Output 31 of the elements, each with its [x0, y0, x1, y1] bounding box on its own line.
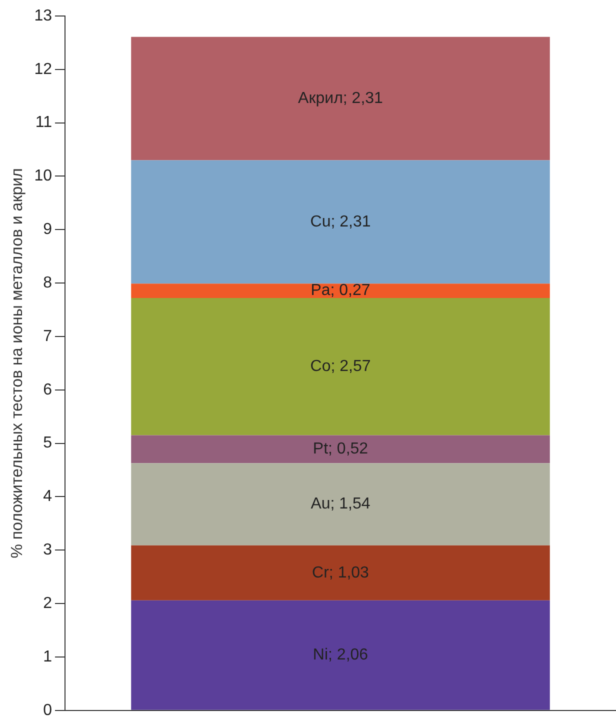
bar [131, 298, 550, 436]
data-label: Акрил; 2,31 [298, 90, 384, 107]
bar [131, 545, 550, 600]
data-label: Ni; 2,06 [312, 646, 368, 664]
data-label: Cu; 2,31 [310, 213, 371, 230]
bar [131, 284, 550, 298]
y-tick-label: 7 [43, 328, 52, 345]
bar [131, 463, 550, 546]
y-tick-label: 0 [43, 702, 52, 719]
y-tick-label: 8 [43, 274, 52, 292]
bar [131, 160, 550, 284]
bar [131, 36, 550, 160]
data-label: Pa; 0,27 [310, 282, 370, 300]
y-tick-label: 3 [43, 542, 52, 559]
data-label: Co; 2,57 [310, 358, 371, 376]
y-tick-label: 4 [43, 488, 52, 506]
data-label: Cr; 1,03 [312, 564, 370, 582]
bar [131, 435, 550, 464]
y-tick-label: 5 [43, 434, 52, 452]
y-tick-label: 1 [43, 648, 52, 666]
data-label: Pt; 0,52 [312, 440, 368, 458]
bar [131, 600, 550, 710]
y-tick-label: 6 [43, 381, 52, 398]
y-tick-label: 2 [43, 594, 52, 612]
y-tick-label: 10 [34, 168, 52, 185]
y-tick-label: 12 [34, 60, 52, 78]
y-tick-label: 13 [34, 7, 52, 24]
y-axis-title: % положительных тестов на ионы металлов и акрил [9, 168, 26, 558]
y-tick-label: 11 [35, 114, 52, 132]
y-tick-label: 9 [43, 221, 52, 238]
data-label: Au; 1,54 [310, 496, 370, 513]
